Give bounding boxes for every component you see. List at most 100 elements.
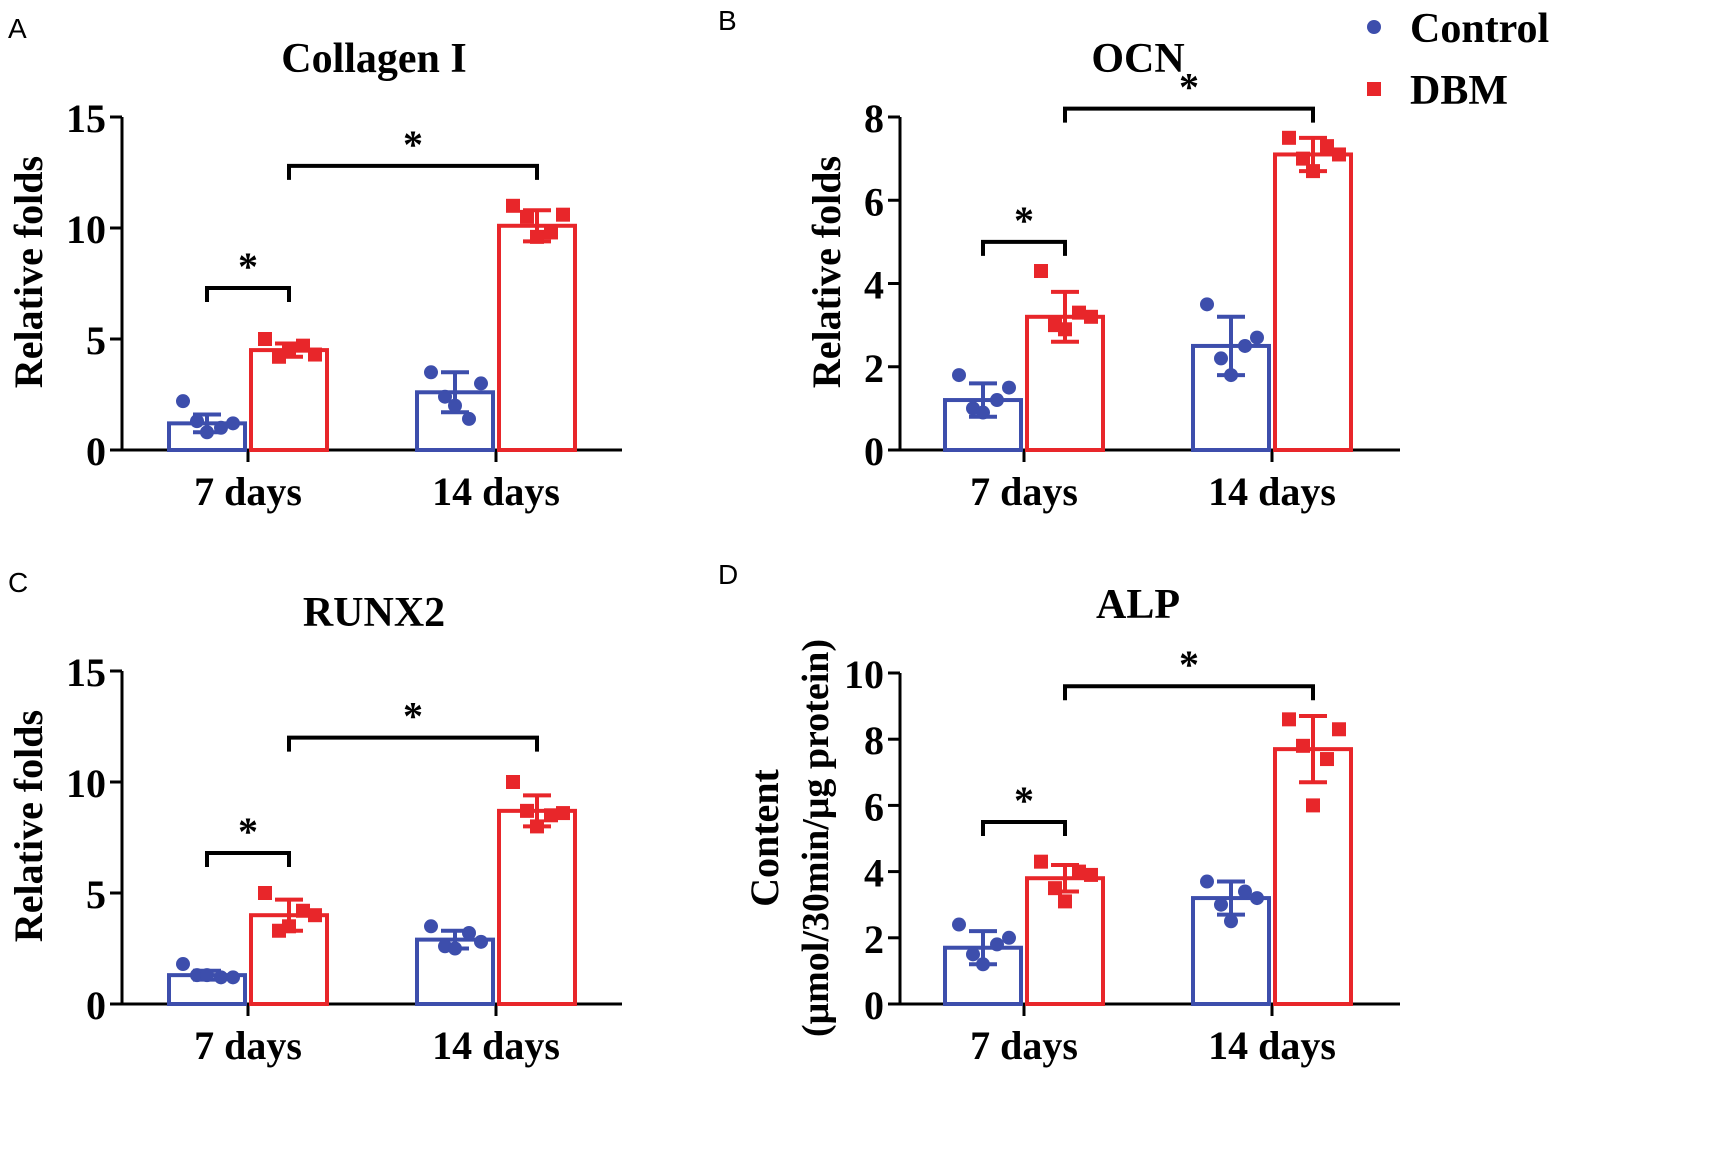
data-point-control-14-days-3	[448, 398, 462, 413]
data-point-control-14-days-4	[1238, 338, 1252, 353]
chart-title-collagen-i: Collagen I	[281, 36, 467, 82]
data-point-dbm-7-days-4	[296, 338, 310, 353]
significance-star-1: *	[1014, 198, 1034, 243]
chart-title-runx2: RUNX2	[303, 590, 445, 636]
x-tick-label-14-days: 14 days	[1208, 469, 1336, 514]
significance-star-2: *	[1179, 642, 1199, 687]
data-point-dbm-7-days-1	[258, 332, 272, 346]
y-tick-label-4: 4	[864, 851, 884, 896]
data-point-dbm-14-days-1	[506, 198, 520, 213]
y-axis-label-line2: (μmol/30min/μg protein)	[795, 639, 837, 1037]
data-point-dbm-7-days-4	[296, 903, 310, 918]
data-point-dbm-7-days-3	[1058, 322, 1072, 337]
y-tick-label-6: 6	[864, 784, 884, 829]
y-tick-label-8: 8	[864, 718, 884, 763]
bar-dbm-14-days	[497, 223, 577, 452]
y-tick-label-15: 15	[66, 650, 106, 695]
data-point-dbm-7-days-3	[282, 343, 296, 358]
data-point-control-7-days-1	[176, 394, 190, 409]
data-point-dbm-14-days-2	[520, 209, 534, 224]
y-tick-label-10: 10	[844, 652, 884, 697]
data-point-dbm-7-days-5	[308, 347, 322, 362]
data-point-control-14-days-3	[1224, 368, 1238, 383]
figure-canvas: A Collagen I Relative folds 0 5 10 15 7 days…	[6, 5, 1549, 1068]
significance-bracket-1	[981, 819, 1067, 836]
data-point-control-7-days-2	[190, 414, 204, 429]
data-point-control-14-days-2	[1214, 897, 1228, 912]
data-point-control-7-days-5	[226, 416, 240, 431]
data-point-control-14-days-4	[1238, 884, 1252, 899]
panel-letter-a: A	[8, 13, 27, 44]
data-point-dbm-7-days-1	[258, 886, 272, 900]
y-axis-label: Relative folds	[6, 710, 51, 942]
legend: Control DBM	[1367, 6, 1549, 114]
y-tick-label-8: 8	[864, 96, 884, 141]
y-tick-label-10: 10	[66, 207, 106, 252]
data-point-control-14-days-3	[1224, 914, 1238, 929]
panel-letter-d: D	[718, 559, 738, 590]
panel-c: C RUNX2 Relative folds 0 5 10 15 7 days 14 da…	[6, 567, 622, 1068]
data-point-control-7-days-4	[990, 937, 1004, 952]
data-point-control-14-days-1	[1200, 874, 1214, 889]
y-tick-label-0: 0	[86, 983, 106, 1028]
bar-dbm-7-days	[249, 348, 329, 453]
plot-area: 0 2 4 6 8 7 days 14 days * *	[864, 65, 1400, 514]
x-tick-label-7-days: 7 days	[194, 469, 302, 514]
data-point-dbm-14-days-1	[1282, 130, 1296, 145]
data-point-dbm-14-days-4	[544, 225, 558, 240]
data-point-control-7-days-5	[1002, 930, 1016, 945]
x-tick-label-14-days: 14 days	[1208, 1023, 1336, 1068]
plot-area: 0 5 10 15 7 days 14 days * *	[66, 96, 622, 514]
data-point-dbm-7-days-3	[1058, 894, 1072, 909]
data-point-control-14-days-5	[1250, 330, 1264, 345]
significance-star-1: *	[238, 244, 258, 289]
x-tick-label-7-days: 7 days	[970, 1023, 1078, 1068]
bar-dbm-14-days	[1273, 747, 1353, 1006]
data-point-dbm-14-days-2	[1296, 151, 1310, 166]
data-point-control-7-days-1	[952, 917, 966, 932]
data-point-control-7-days-5	[226, 970, 240, 985]
y-tick-label-0: 0	[86, 429, 106, 474]
data-point-dbm-14-days-5	[556, 806, 570, 821]
legend-label-control: Control	[1410, 6, 1549, 52]
significance-bracket-1	[205, 285, 291, 302]
x-tick-label-7-days: 7 days	[970, 469, 1078, 514]
data-point-control-7-days-4	[214, 970, 228, 985]
data-point-dbm-7-days-3	[282, 919, 296, 934]
data-point-dbm-7-days-5	[308, 908, 322, 923]
data-point-control-7-days-1	[952, 368, 966, 383]
data-point-dbm-7-days-4	[1072, 305, 1086, 320]
data-point-dbm-14-days-3	[1306, 164, 1320, 179]
panel-b: B OCN Relative folds 0 2 4 6 8 7 days 14 days *…	[718, 5, 1400, 514]
data-point-control-7-days-2	[190, 968, 204, 983]
data-point-dbm-7-days-1	[1034, 264, 1048, 279]
significance-star-1: *	[238, 809, 258, 854]
data-point-control-14-days-5	[474, 934, 488, 949]
significance-bracket-2	[287, 735, 539, 752]
data-point-control-14-days-1	[1200, 297, 1214, 312]
x-tick-label-14-days: 14 days	[432, 469, 560, 514]
data-point-dbm-14-days-5	[1332, 147, 1346, 162]
significance-star-2: *	[403, 122, 423, 167]
significance-bracket-1	[205, 851, 291, 868]
significance-star-1: *	[1014, 778, 1034, 823]
data-point-dbm-14-days-4	[544, 808, 558, 823]
data-point-control-14-days-5	[1250, 891, 1264, 906]
bar-dbm-14-days	[1273, 152, 1353, 452]
data-point-dbm-14-days-3	[530, 819, 544, 834]
data-point-dbm-7-days-4	[1072, 864, 1086, 879]
data-point-control-7-days-4	[990, 393, 1004, 408]
data-point-dbm-14-days-2	[520, 803, 534, 818]
significance-star-2: *	[403, 694, 423, 739]
chart-title-ocn: OCN	[1091, 36, 1184, 82]
plot-area: 0 5 10 15 7 days 14 days * *	[66, 650, 622, 1068]
data-point-control-7-days-3	[976, 405, 990, 420]
y-tick-label-4: 4	[864, 263, 884, 308]
data-point-control-14-days-4	[462, 411, 476, 426]
data-point-control-14-days-1	[424, 919, 438, 934]
y-tick-label-2: 2	[864, 917, 884, 962]
data-point-control-14-days-3	[448, 941, 462, 956]
data-point-dbm-14-days-4	[1320, 752, 1334, 767]
y-axis-label: Relative folds	[6, 156, 51, 388]
data-point-dbm-14-days-5	[1332, 722, 1346, 737]
